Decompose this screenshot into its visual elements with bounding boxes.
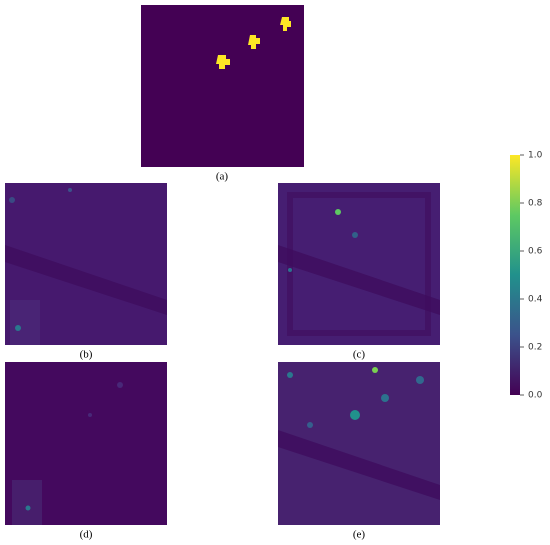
colorbar-tick-label: 0.6 <box>528 247 543 257</box>
panel-label: (c) <box>353 349 366 361</box>
panel-b-image <box>5 183 167 345</box>
panel-label: (d) <box>80 529 93 541</box>
colorbar-tick-label: 0.2 <box>528 343 542 353</box>
panel-label: (b) <box>80 349 93 361</box>
panel-a-image <box>141 5 304 167</box>
colorbar-tick-label: 1.0 <box>528 151 543 161</box>
colorbar-tick-label: 0.4 <box>528 295 543 305</box>
panel-d-image <box>5 362 167 525</box>
panel-label: (e) <box>353 529 366 541</box>
panel-e-image <box>278 362 440 525</box>
panel-label: (a) <box>216 171 229 183</box>
panel-c-image <box>278 183 440 345</box>
colorbar-tick-label: 0.8 <box>528 199 543 209</box>
colorbar-tick-label: 0.0 <box>528 391 543 401</box>
colorbar <box>510 155 520 395</box>
